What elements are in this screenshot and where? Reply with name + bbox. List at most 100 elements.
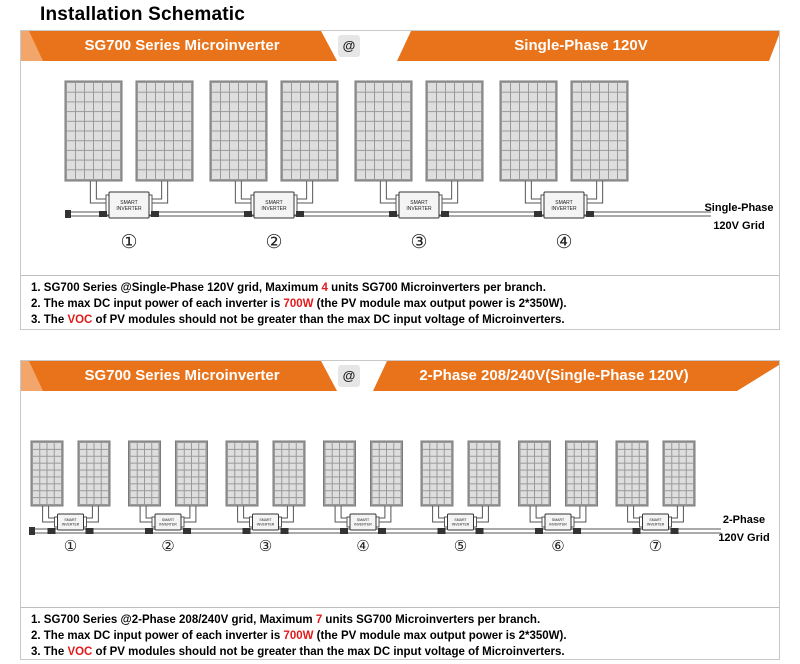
banner-at-sign: @ xyxy=(338,365,360,387)
note-2: 2. The max DC input power of each invert… xyxy=(31,630,567,642)
inverter-label: SMART xyxy=(120,200,137,206)
dc-cable xyxy=(48,506,58,519)
dc-cable xyxy=(668,506,684,523)
dc-cable xyxy=(571,506,581,519)
dc-cable xyxy=(627,506,643,523)
solar-panel xyxy=(662,440,696,507)
dc-cable xyxy=(237,506,253,523)
dc-cable xyxy=(529,506,545,523)
inverter-label: SMART xyxy=(410,200,427,206)
dc-cable xyxy=(181,506,197,523)
section-banner: SG700 Series Microinverter @ 2-Phase 208… xyxy=(21,361,779,391)
inverter-label: INVERTER xyxy=(452,523,470,527)
dc-cable xyxy=(385,181,399,200)
dc-cable xyxy=(83,506,93,519)
unit-number: ② xyxy=(161,537,174,555)
dc-cable xyxy=(530,181,544,200)
dc-cable xyxy=(571,506,587,523)
inverter-label: INVERTER xyxy=(406,206,432,212)
grid-label-line1: 2-Phase xyxy=(722,514,766,526)
solar-panel xyxy=(280,80,339,182)
ac-connector xyxy=(145,528,153,534)
dc-cable xyxy=(42,506,58,523)
dc-cable xyxy=(584,181,598,200)
dc-cable xyxy=(633,506,643,519)
dc-cable xyxy=(95,181,109,200)
solar-panel xyxy=(565,440,598,507)
solar-panel xyxy=(499,80,558,182)
inverter-label: SMART xyxy=(162,518,175,522)
ac-connector xyxy=(47,528,56,534)
banner-series-label: SG700 Series Microinverter xyxy=(84,37,280,54)
inverter-label: INVERTER xyxy=(354,523,372,527)
dc-cable xyxy=(278,506,294,523)
inverter-label: SMART xyxy=(64,518,77,522)
ac-connector xyxy=(340,528,348,534)
solar-panel xyxy=(135,80,194,182)
inverter-label: SMART xyxy=(552,518,565,522)
solar-panel xyxy=(467,440,501,507)
note-3: 3. The VOC of PV modules should not be g… xyxy=(31,646,565,658)
dc-cable xyxy=(473,506,483,519)
dc-cable xyxy=(668,506,678,519)
dc-cable xyxy=(439,181,453,200)
dc-cable xyxy=(376,506,386,519)
inverter-label: SMART xyxy=(649,518,662,522)
grid-label-line2: 120V Grid xyxy=(713,220,765,232)
end-cap xyxy=(29,527,35,535)
inverter-label: INVERTER xyxy=(62,523,80,527)
unit-number: ⑤ xyxy=(454,537,467,555)
dc-cable xyxy=(438,506,448,519)
dc-cable xyxy=(584,181,604,204)
unit-number: ① xyxy=(64,537,77,555)
banner-grid-type: 2-Phase 208/240V(Single-Phase 120V) xyxy=(419,367,689,384)
unit-number: ③ xyxy=(259,537,272,555)
dc-cable xyxy=(376,506,392,523)
solar-panel xyxy=(425,80,484,182)
section-single-phase: SG700 Series Microinverter @ Single-Phas… xyxy=(20,30,780,330)
ac-connector xyxy=(296,211,304,217)
ac-connector xyxy=(85,528,94,534)
unit-number: ③ xyxy=(410,231,427,253)
dc-cable xyxy=(334,506,350,523)
page-title: Installation Schematic xyxy=(40,4,246,25)
dc-cable xyxy=(240,181,254,200)
installation-diagram: SMARTINVERTER①SMARTINVERTER②SMARTINVERTE… xyxy=(64,80,711,253)
ac-connector xyxy=(389,211,397,217)
unit-number: ① xyxy=(120,231,137,253)
section-banner: SG700 Series Microinverter @ Single-Phas… xyxy=(21,31,779,61)
installation-diagram: SMARTINVERTER①SMARTINVERTER②SMARTINVERTE… xyxy=(29,440,721,555)
inverter-label: INVERTER xyxy=(647,523,665,527)
solar-panel xyxy=(64,80,123,182)
dc-cable xyxy=(294,181,314,204)
dc-cable xyxy=(89,181,109,204)
ac-connector xyxy=(99,211,107,217)
inverter-label: INVERTER xyxy=(257,523,275,527)
inverter-label: SMART xyxy=(265,200,282,206)
dc-cable xyxy=(139,506,155,523)
inverter-label: INVERTER xyxy=(159,523,177,527)
solar-panel xyxy=(420,440,454,507)
solar-panel xyxy=(225,440,259,507)
unit-number: ④ xyxy=(555,231,572,253)
ac-connector xyxy=(632,528,641,534)
solar-panel xyxy=(77,440,111,507)
solar-panel xyxy=(518,440,551,507)
dc-cable xyxy=(432,506,448,523)
ac-connector xyxy=(183,528,191,534)
dc-cable xyxy=(145,506,155,519)
note-1: 1. SG700 Series @2-Phase 208/240V grid, … xyxy=(31,614,541,626)
dc-cable xyxy=(439,181,459,204)
ac-connector xyxy=(151,211,159,217)
ac-connector xyxy=(244,211,252,217)
inverter-label: SMART xyxy=(555,200,572,206)
grid-label-line2: 120V Grid xyxy=(718,532,770,544)
grid-label-line1: Single-Phase xyxy=(704,202,774,214)
solar-panel xyxy=(175,440,208,507)
